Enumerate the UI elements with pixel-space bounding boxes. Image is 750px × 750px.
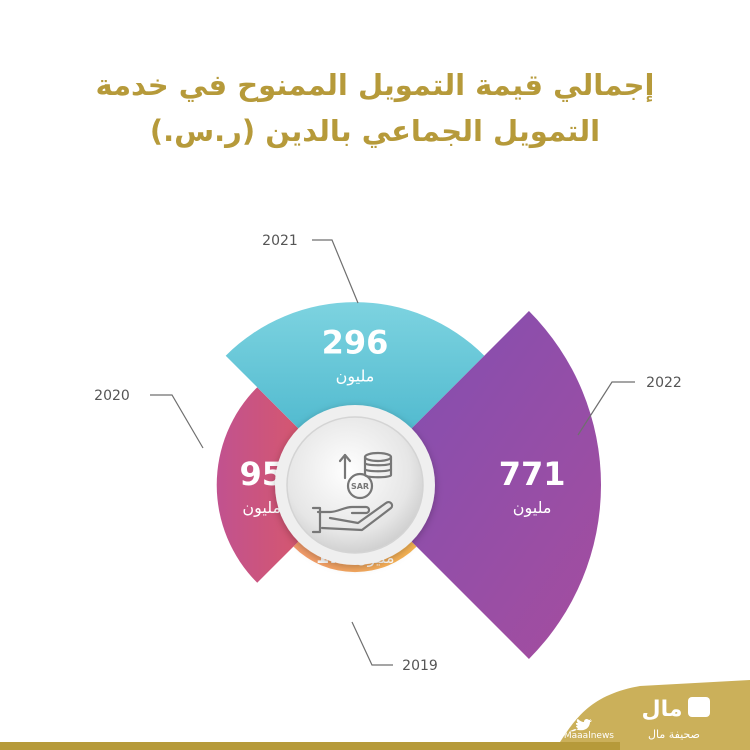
chart-title: إجمالي قيمة التمويل الممنوح في خدمة التم… xyxy=(0,62,750,154)
value-label-2022: 771 مليون xyxy=(499,455,566,518)
value-text-2022: 771 xyxy=(499,455,566,493)
unit-text-2021: مليون xyxy=(336,366,375,386)
segment-2022 xyxy=(355,311,601,659)
year-label-2022: 2022 xyxy=(646,375,682,391)
value-label-2021: 296 مليون xyxy=(322,323,389,386)
unit-text-2022: مليون xyxy=(513,498,552,518)
leader-line-2019 xyxy=(351,621,393,666)
year-label-2021: 2021 xyxy=(262,233,298,249)
chart-leader-lines: 2019 2020 2021 2022 xyxy=(94,233,682,674)
year-label-2020: 2020 xyxy=(94,388,130,404)
leader-line-2020 xyxy=(150,394,204,449)
leader-line-2022 xyxy=(577,381,635,436)
value-text-2021: 296 xyxy=(322,323,389,361)
segment-2021 xyxy=(225,302,485,485)
year-label-2019: 2019 xyxy=(402,658,438,674)
leader-line-2021 xyxy=(312,239,359,304)
center-badge: SAR xyxy=(275,405,435,565)
chart-title-line-1: إجمالي قيمة التمويل الممنوح في خدمة xyxy=(95,68,655,102)
unit-text-2020: مليون xyxy=(242,498,281,518)
sar-label: SAR xyxy=(351,482,369,491)
chart-title-line-2: التمويل الجماعي بالدين (ر.س.) xyxy=(149,114,601,148)
hand-coins-sar-icon xyxy=(311,451,394,534)
